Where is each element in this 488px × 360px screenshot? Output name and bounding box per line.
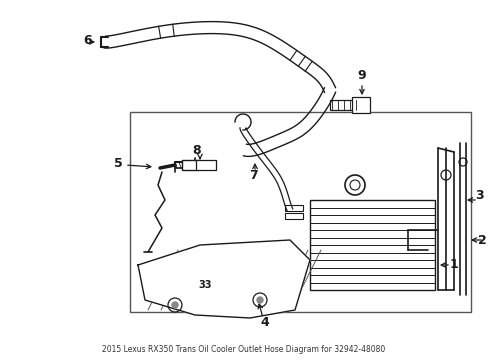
Text: 5: 5	[113, 157, 122, 170]
Text: 2: 2	[477, 234, 486, 247]
Text: 7: 7	[248, 168, 257, 181]
Text: 8: 8	[192, 144, 201, 157]
Text: 6: 6	[83, 33, 92, 46]
Text: 3: 3	[475, 189, 483, 202]
Text: 9: 9	[357, 68, 366, 81]
Bar	[182, 160, 198, 170]
Circle shape	[100, 37, 110, 47]
Text: 4: 4	[260, 316, 269, 329]
Circle shape	[172, 302, 178, 308]
Polygon shape	[138, 240, 309, 318]
Bar	[196, 160, 216, 170]
Bar	[130, 112, 470, 312]
Bar	[329, 100, 359, 110]
Bar	[285, 213, 303, 219]
Bar	[309, 200, 434, 290]
Text: 1: 1	[448, 258, 457, 271]
Bar	[285, 205, 303, 211]
Circle shape	[257, 297, 263, 303]
Text: 2015 Lexus RX350 Trans Oil Cooler Outlet Hose Diagram for 32942-48080: 2015 Lexus RX350 Trans Oil Cooler Outlet…	[102, 346, 385, 355]
Bar	[351, 97, 369, 113]
Text: 33: 33	[198, 280, 211, 290]
